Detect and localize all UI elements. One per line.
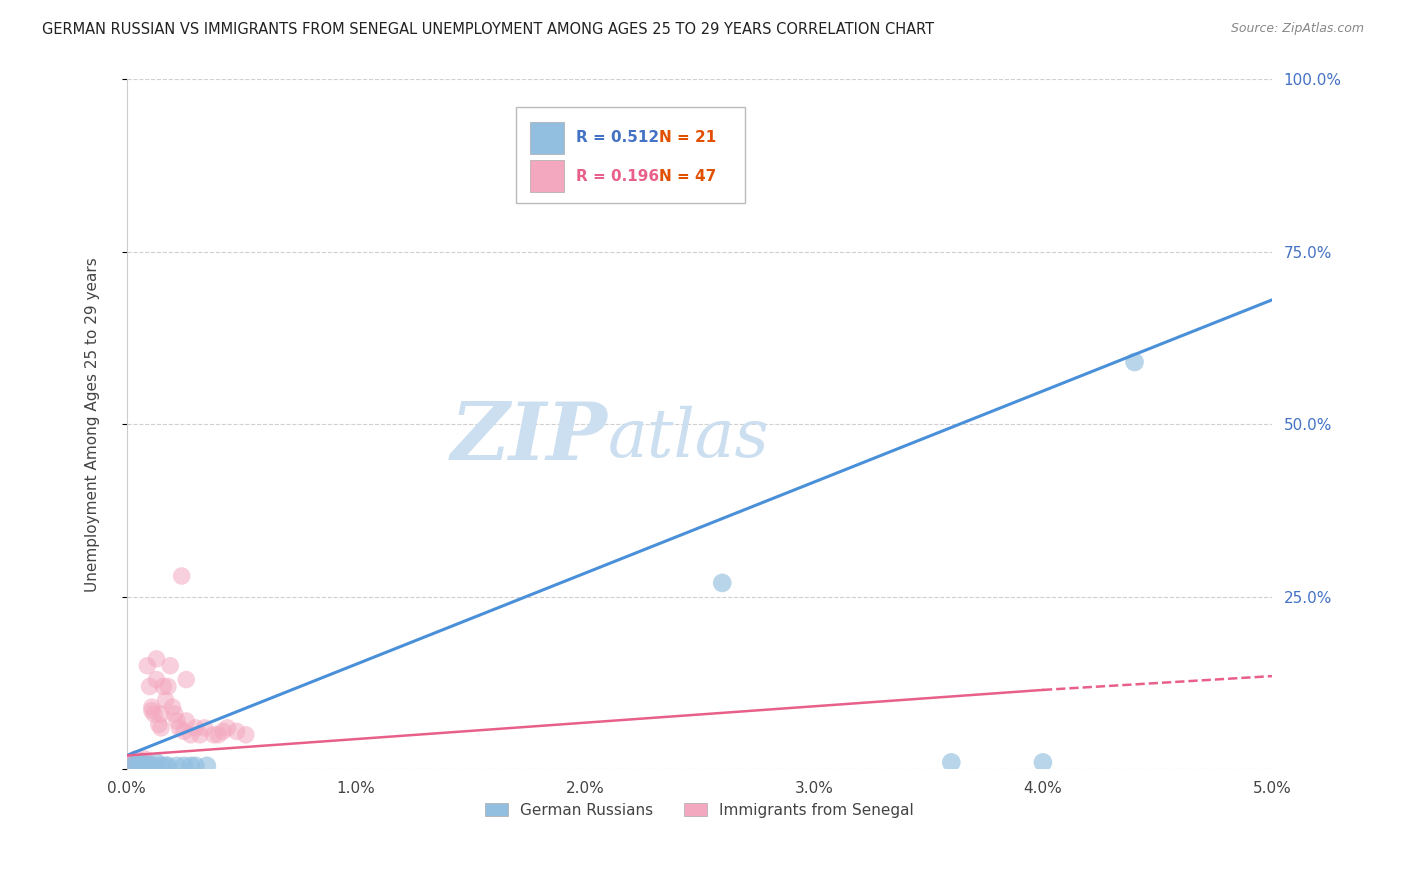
Point: [150, 707, 173, 722]
Point: [174, 714, 197, 728]
Point: [162, 700, 184, 714]
Point: [145, 673, 167, 687]
Point: [122, 759, 145, 773]
Text: R = 0.196: R = 0.196: [575, 169, 659, 184]
Point: [132, 759, 155, 773]
Point: [141, 704, 163, 718]
Point: [129, 756, 152, 770]
Text: N = 47: N = 47: [659, 169, 717, 184]
Point: [129, 756, 152, 771]
Point: [156, 680, 179, 694]
Point: [148, 717, 170, 731]
Point: [173, 759, 195, 773]
Point: [174, 673, 197, 687]
Point: [132, 754, 155, 768]
Point: [141, 700, 163, 714]
Point: [184, 759, 207, 773]
Bar: [530, 161, 564, 192]
Point: [136, 658, 159, 673]
Point: [155, 693, 177, 707]
Point: [120, 756, 142, 770]
FancyBboxPatch shape: [516, 106, 745, 203]
Point: [159, 658, 181, 673]
Point: [212, 724, 235, 739]
Point: [132, 756, 155, 770]
Point: [118, 759, 141, 773]
Point: [166, 714, 188, 728]
Point: [1032, 756, 1054, 770]
Point: [125, 752, 148, 766]
Point: [235, 728, 257, 742]
Point: [1123, 355, 1146, 369]
Point: [156, 759, 179, 773]
Point: [169, 721, 191, 735]
Point: [207, 728, 229, 742]
Point: [138, 759, 160, 773]
Text: N = 21: N = 21: [659, 130, 717, 145]
Point: [150, 721, 173, 735]
Point: [145, 756, 167, 770]
Point: [143, 759, 166, 773]
Point: [188, 728, 211, 742]
Point: [152, 680, 174, 694]
Point: [122, 756, 145, 770]
Point: [122, 759, 145, 773]
Y-axis label: Unemployment Among Ages 25 to 29 years: Unemployment Among Ages 25 to 29 years: [86, 257, 100, 591]
Point: [941, 756, 963, 770]
Point: [127, 756, 149, 770]
Point: [184, 721, 207, 735]
Point: [170, 569, 193, 583]
Point: [127, 759, 149, 773]
Point: [138, 680, 160, 694]
Legend: German Russians, Immigrants from Senegal: German Russians, Immigrants from Senegal: [479, 797, 920, 824]
Point: [180, 728, 202, 742]
Point: [202, 728, 225, 742]
Text: R = 0.512: R = 0.512: [575, 130, 659, 145]
Point: [217, 721, 239, 735]
Point: [145, 652, 167, 666]
Text: GERMAN RUSSIAN VS IMMIGRANTS FROM SENEGAL UNEMPLOYMENT AMONG AGES 25 TO 29 YEARS: GERMAN RUSSIAN VS IMMIGRANTS FROM SENEGA…: [42, 22, 935, 37]
Point: [180, 759, 202, 773]
Point: [225, 724, 247, 739]
Point: [195, 759, 218, 773]
Point: [136, 756, 159, 770]
Point: [193, 721, 215, 735]
Point: [134, 756, 156, 771]
Point: [166, 759, 188, 773]
Point: [129, 756, 152, 770]
Point: [134, 756, 156, 771]
Text: atlas: atlas: [607, 405, 769, 471]
Point: [134, 752, 156, 766]
Point: [120, 759, 142, 773]
Text: Source: ZipAtlas.com: Source: ZipAtlas.com: [1230, 22, 1364, 36]
Bar: [530, 122, 564, 153]
Point: [143, 707, 166, 722]
Point: [127, 759, 149, 773]
Point: [711, 575, 734, 590]
Text: ZIP: ZIP: [451, 400, 607, 476]
Point: [150, 759, 173, 773]
Point: [173, 724, 195, 739]
Point: [155, 759, 177, 773]
Point: [125, 756, 148, 771]
Point: [163, 707, 186, 722]
